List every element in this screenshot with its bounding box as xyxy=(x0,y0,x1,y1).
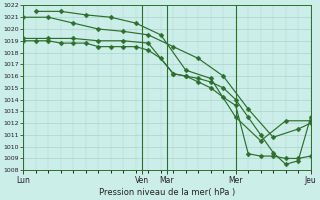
X-axis label: Pression niveau de la mer( hPa ): Pression niveau de la mer( hPa ) xyxy=(99,188,235,197)
